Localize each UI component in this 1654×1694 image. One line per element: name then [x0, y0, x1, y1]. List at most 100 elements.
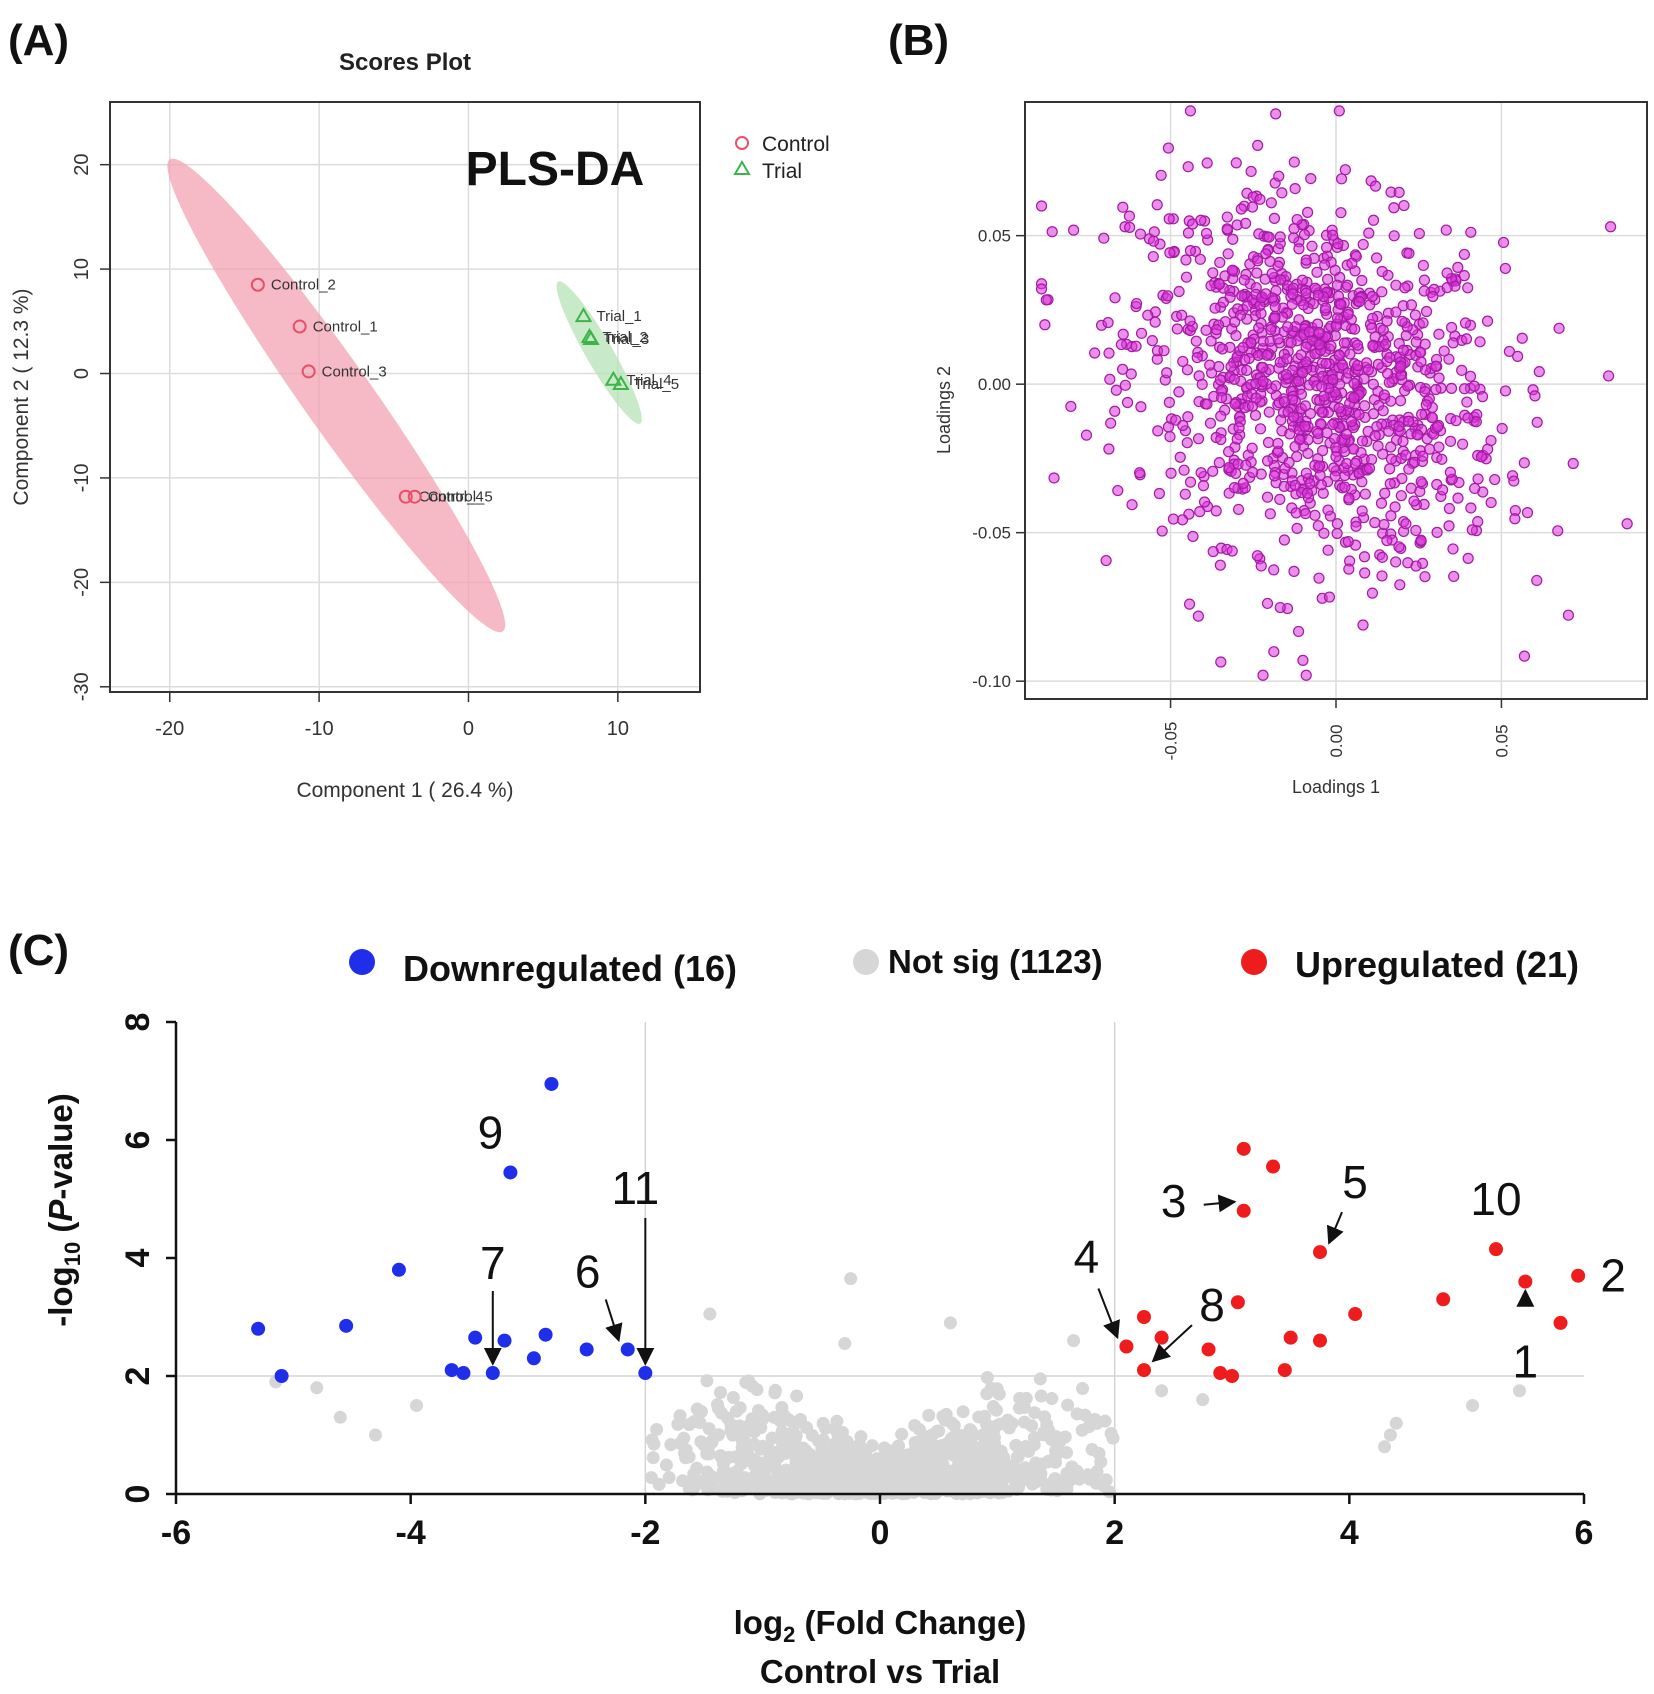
downregulated-point: [503, 1165, 518, 1180]
loading-point: [1125, 368, 1137, 380]
loading-point: [1441, 282, 1453, 294]
loading-point: [1181, 437, 1193, 449]
loading-point: [1331, 527, 1343, 540]
downregulated-point: [468, 1330, 483, 1345]
loading-point: [1247, 466, 1259, 478]
panel-c-significant-points: [251, 1076, 1586, 1383]
loading-point: [1393, 420, 1405, 433]
loading-point: [1192, 610, 1205, 622]
loading-point: [1403, 415, 1415, 427]
loading-point: [1180, 271, 1193, 283]
upregulated-point: [1225, 1369, 1239, 1383]
loading-point: [1297, 367, 1309, 379]
not-significant-point: [702, 1422, 716, 1436]
loading-point: [1245, 165, 1257, 178]
panel-c-legend: Downregulated (16) Not sig (1123) Upregu…: [349, 943, 1579, 989]
not-significant-point: [1048, 1472, 1062, 1486]
panel-a-gridlines: [110, 102, 700, 692]
loading-point: [1399, 282, 1411, 294]
loading-point: [1300, 341, 1312, 353]
loading-point: [1433, 372, 1445, 384]
not-significant-point: [863, 1474, 877, 1488]
loading-point: [1412, 429, 1424, 441]
loading-point: [1457, 438, 1469, 450]
loading-point: [1382, 368, 1394, 380]
panel-c-label: (C): [8, 926, 69, 975]
loading-point: [1395, 360, 1407, 372]
loading-point: [1273, 170, 1285, 182]
not-significant-point: [716, 1472, 730, 1486]
loading-point: [1436, 453, 1448, 465]
score-point-label: Control_1: [313, 319, 378, 336]
loading-point: [1239, 217, 1252, 229]
loading-point: [1274, 493, 1286, 505]
loading-point: [1178, 464, 1190, 476]
not-significant-point: [754, 1461, 768, 1475]
loading-point: [1417, 317, 1429, 329]
loading-point: [1246, 201, 1259, 213]
loading-point: [1100, 554, 1112, 567]
loading-point: [1388, 202, 1400, 214]
not-significant-point: [690, 1461, 704, 1475]
loading-point: [1376, 286, 1388, 298]
loading-point: [1115, 338, 1127, 351]
legend-control-marker: [735, 136, 749, 150]
loading-point: [1288, 565, 1300, 577]
panel-a-y-tick-label: 0: [71, 368, 93, 379]
upregulated-point: [1137, 1363, 1151, 1378]
panel-a-y-tick-label: -30: [71, 672, 93, 701]
loading-point: [1039, 319, 1051, 331]
loading-point: [1358, 551, 1371, 563]
loading-point: [1420, 305, 1433, 318]
loading-point: [1385, 510, 1397, 522]
loading-point: [1327, 229, 1339, 241]
not-significant-point: [952, 1465, 966, 1479]
loading-point: [1366, 587, 1379, 599]
panel-b-x-tick-label: -0.05: [1162, 722, 1181, 761]
not-significant-point: [1045, 1392, 1059, 1406]
loading-point: [1296, 274, 1309, 286]
loading-point: [1359, 567, 1371, 579]
not-significant-point: [731, 1478, 745, 1492]
loading-point: [1357, 238, 1369, 251]
loading-point: [1177, 419, 1189, 432]
loading-point: [1339, 164, 1351, 176]
loading-point: [1333, 105, 1345, 117]
loading-point: [1464, 370, 1477, 382]
upregulated-point: [1313, 1245, 1327, 1260]
score-point-label: Trial_3: [604, 331, 649, 348]
loading-point: [1420, 399, 1432, 411]
loading-point: [1228, 373, 1240, 385]
score-point-trial-1: [574, 307, 593, 323]
loading-point: [1158, 345, 1170, 357]
loading-point: [1481, 315, 1494, 327]
panel-a-y-tick-label: 10: [71, 258, 93, 280]
loading-point: [1415, 534, 1427, 546]
upregulated-point: [1266, 1159, 1281, 1174]
not-significant-point: [1089, 1476, 1103, 1490]
loading-point: [1287, 288, 1299, 300]
loading-point: [1363, 462, 1376, 474]
not-significant-point: [721, 1411, 735, 1425]
loading-point: [1300, 254, 1312, 266]
loading-point: [1179, 488, 1191, 500]
loading-point: [1124, 221, 1136, 233]
loading-point: [1381, 315, 1393, 327]
loading-point: [1046, 226, 1058, 238]
not-significant-point: [771, 1410, 785, 1424]
loading-point: [1468, 380, 1480, 392]
upregulated-point: [1119, 1339, 1134, 1354]
panel-a-x-tick-label: 0: [463, 718, 474, 740]
loading-point: [1266, 267, 1278, 280]
not-significant-point: [1028, 1406, 1042, 1420]
panel-b-y-tick-label: -0.05: [972, 524, 1011, 543]
loading-point: [1257, 375, 1269, 387]
not-significant-point: [851, 1468, 865, 1482]
loading-point: [1352, 359, 1364, 372]
annotation-label-7: 7: [480, 1237, 506, 1289]
loading-point: [1331, 518, 1344, 530]
upregulated-point: [1518, 1274, 1533, 1289]
not-significant-point: [1052, 1444, 1066, 1458]
loading-point: [1375, 497, 1388, 509]
loading-point: [1187, 530, 1199, 543]
